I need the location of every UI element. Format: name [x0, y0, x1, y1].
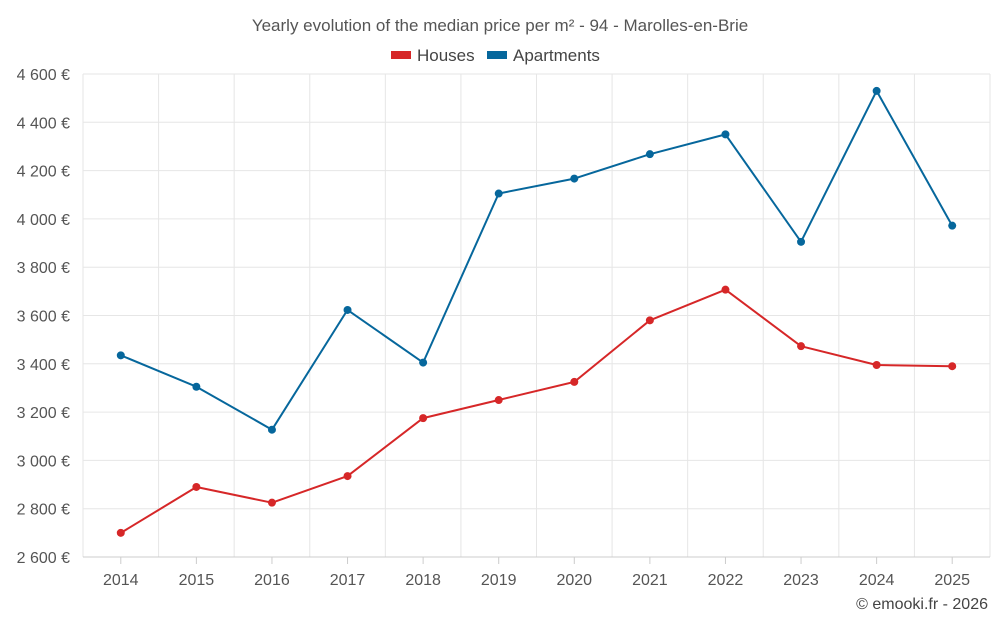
- y-tick-label: 2 600 €: [17, 550, 70, 567]
- x-tick-label: 2017: [330, 572, 366, 589]
- series-line-houses: [120, 288, 953, 534]
- data-point-houses-2020[interactable]: [570, 377, 579, 386]
- x-tick-label: 2024: [859, 572, 895, 589]
- data-point-houses-2021[interactable]: [645, 316, 654, 325]
- series-layer: [116, 86, 957, 537]
- legend-label-apartments[interactable]: Apartments: [513, 46, 600, 65]
- chart-title: Yearly evolution of the median price per…: [252, 16, 748, 35]
- data-point-apartments-2014[interactable]: [116, 351, 125, 360]
- data-point-apartments-2017[interactable]: [343, 305, 352, 314]
- legend-swatch-apartments: [487, 51, 507, 59]
- y-tick-label: 3 000 €: [17, 453, 70, 470]
- series-line-apartments: [120, 89, 954, 431]
- data-point-houses-2024[interactable]: [872, 361, 881, 370]
- data-point-apartments-2016[interactable]: [267, 425, 276, 434]
- data-point-apartments-2018[interactable]: [419, 358, 428, 367]
- y-tick-label: 4 000 €: [17, 212, 70, 229]
- data-point-apartments-2022[interactable]: [721, 130, 730, 139]
- x-tick-label: 2015: [179, 572, 215, 589]
- data-point-houses-2025[interactable]: [948, 362, 957, 371]
- data-point-apartments-2025[interactable]: [948, 221, 957, 230]
- axis-layer: 2 600 € 2 800 € 3 000 € 3 200 € 3 400 € 3 600…: [17, 67, 990, 589]
- y-tick-label: 4 400 €: [17, 115, 70, 132]
- data-point-apartments-2021[interactable]: [645, 150, 654, 159]
- data-point-apartments-2023[interactable]: [797, 237, 806, 246]
- legend-label-houses[interactable]: Houses: [417, 46, 475, 65]
- data-point-apartments-2015[interactable]: [192, 382, 201, 391]
- data-point-houses-2019[interactable]: [494, 396, 503, 405]
- x-tick-label: 2014: [103, 572, 139, 589]
- data-point-houses-2015[interactable]: [192, 482, 201, 491]
- y-tick-label: 4 600 €: [17, 67, 70, 84]
- y-tick-label: 2 800 €: [17, 502, 70, 519]
- x-tick-label: 2019: [481, 572, 517, 589]
- y-tick-label: 3 600 €: [17, 309, 70, 326]
- data-point-apartments-2020[interactable]: [570, 174, 579, 183]
- y-tick-label: 3 400 €: [17, 357, 70, 374]
- data-point-apartments-2019[interactable]: [494, 189, 503, 198]
- x-tick-label: 2025: [934, 572, 970, 589]
- x-tick-label: 2023: [783, 572, 819, 589]
- data-point-houses-2017[interactable]: [343, 472, 352, 481]
- data-point-apartments-2024[interactable]: [872, 86, 881, 95]
- x-tick-label: 2021: [632, 572, 668, 589]
- x-tick-label: 2022: [708, 572, 744, 589]
- data-point-houses-2022[interactable]: [721, 285, 730, 294]
- y-tick-label: 3 800 €: [17, 260, 70, 277]
- data-point-houses-2014[interactable]: [116, 528, 125, 537]
- y-tick-label: 4 200 €: [17, 164, 70, 181]
- x-tick-label: 2018: [405, 572, 441, 589]
- data-point-houses-2018[interactable]: [419, 414, 428, 423]
- grid-layer: [82, 73, 991, 558]
- x-tick-label: 2016: [254, 572, 290, 589]
- legend: Houses Apartments: [391, 46, 600, 65]
- legend-swatch-houses: [391, 51, 411, 59]
- y-tick-label: 3 200 €: [17, 405, 70, 422]
- x-tick-label: 2020: [556, 572, 592, 589]
- credit-text: © emooki.fr - 2026: [856, 596, 988, 613]
- data-point-houses-2016[interactable]: [267, 498, 276, 507]
- data-point-houses-2023[interactable]: [797, 342, 806, 351]
